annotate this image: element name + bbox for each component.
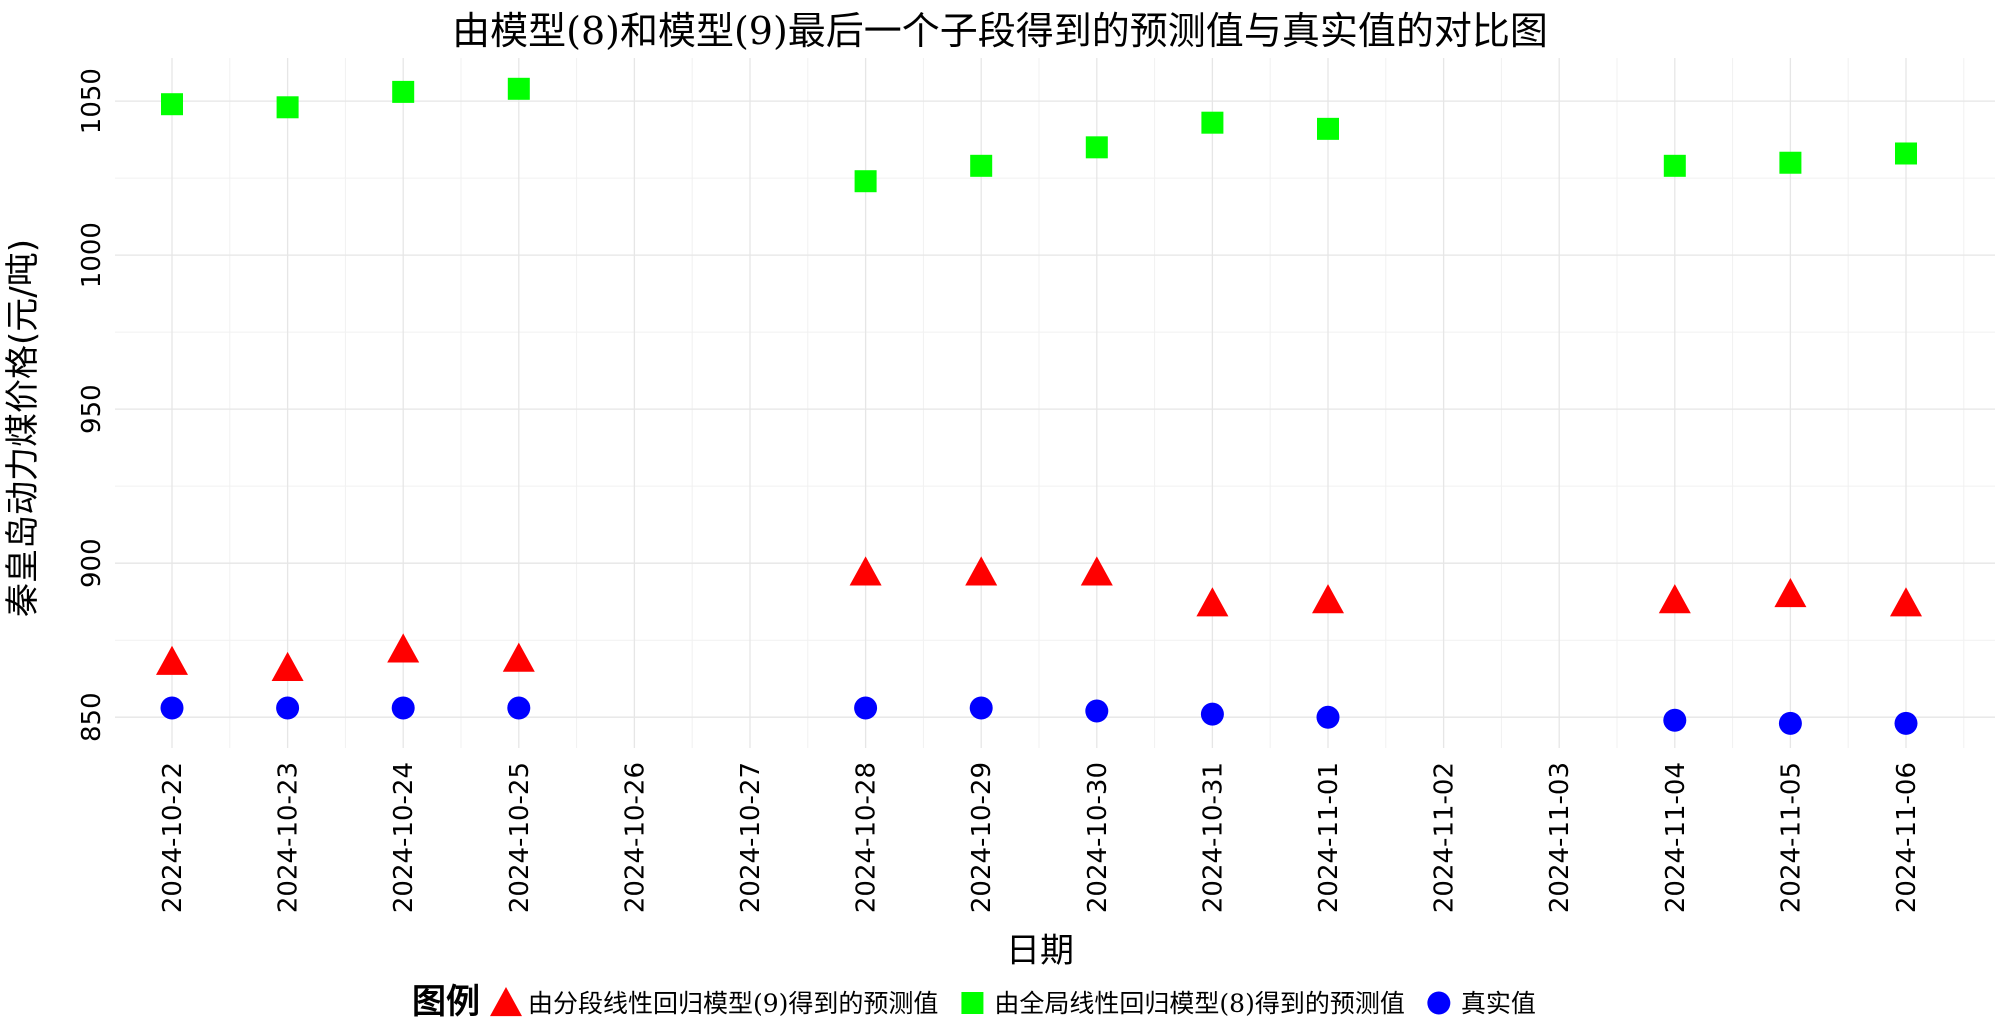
- legend-label: 由全局线性回归模型(8)得到的预测值: [994, 989, 1404, 1018]
- x-tick-label: 2024-11-01: [1314, 762, 1344, 913]
- data-point-square: [161, 93, 183, 116]
- legend: 图例 由分段线性回归模型(9)得到的预测值 由全局线性回归模型(8)得到的预测值 真…: [412, 982, 1536, 1022]
- legend-label: 真实值: [1461, 989, 1536, 1018]
- data-point-circle: [1316, 705, 1340, 729]
- data-point-square: [1085, 136, 1108, 159]
- y-axis-label: 秦皇岛动力煤价格(元/吨): [3, 239, 43, 617]
- y-tick-label: 900: [77, 538, 107, 588]
- data-point-triangle: [156, 645, 188, 675]
- data-point-square: [1663, 154, 1686, 177]
- x-tick-label: 2024-10-25: [505, 762, 535, 913]
- data-point-circle: [1663, 708, 1687, 732]
- data-point-square: [854, 170, 877, 193]
- x-axis-label: 日期: [1006, 931, 1074, 971]
- data-point-square: [507, 77, 530, 100]
- legend-title: 图例: [412, 982, 480, 1022]
- data-point-square: [970, 154, 993, 177]
- data-point-circle: [507, 696, 531, 720]
- data-point-circle: [1200, 702, 1224, 726]
- series-circle: [160, 696, 1918, 735]
- data-point-triangle: [1774, 577, 1807, 608]
- data-point-square: [276, 96, 299, 119]
- series-square: [161, 77, 1917, 193]
- y-tick-label: 950: [77, 384, 107, 434]
- x-tick-label: 2024-10-24: [389, 762, 419, 913]
- x-tick-label: 2024-10-28: [852, 762, 882, 913]
- y-tick-label: 1050: [77, 68, 107, 134]
- data-point-square: [392, 80, 415, 103]
- y-axis-ticks: 850 900 950 1000 1050: [77, 68, 107, 742]
- x-tick-label: 2024-10-27: [736, 762, 766, 913]
- data-point-circle: [969, 696, 993, 720]
- x-tick-label: 2024-10-22: [158, 762, 188, 913]
- x-tick-label: 2024-11-03: [1545, 762, 1575, 913]
- data-point-triangle: [849, 556, 882, 586]
- data-point-square: [1317, 117, 1339, 140]
- data-point-circle: [160, 696, 184, 720]
- x-tick-label: 2024-10-30: [1083, 762, 1113, 913]
- data-point-triangle: [502, 642, 535, 672]
- legend-label: 由分段线性回归模型(9)得到的预测值: [528, 989, 938, 1018]
- data-point-triangle: [1312, 584, 1344, 614]
- chart-title: 由模型(8)和模型(9)最后一个子段得到的预测值与真实值的对比图: [452, 9, 1548, 53]
- x-axis-ticks: 2024-10-22 2024-10-23 2024-10-24 2024-10-25…: [158, 762, 1922, 913]
- data-point-triangle: [1196, 587, 1229, 617]
- x-tick-label: 2024-11-04: [1661, 762, 1691, 913]
- x-tick-label: 2024-10-26: [620, 762, 650, 913]
- grid: [115, 58, 1995, 748]
- x-tick-label: 2024-10-29: [967, 762, 997, 913]
- data-point-triangle: [1658, 584, 1691, 614]
- data-point-circle: [276, 696, 300, 720]
- y-tick-label: 850: [77, 692, 107, 742]
- legend-items: 由分段线性回归模型(9)得到的预测值 由全局线性回归模型(8)得到的预测值 真实值: [490, 987, 1536, 1018]
- data-point-circle: [854, 696, 878, 720]
- data-point-circle: [391, 696, 415, 720]
- data-point-square: [1895, 142, 1917, 165]
- x-tick-label: 2024-11-02: [1430, 762, 1460, 913]
- data-points: [156, 77, 1922, 735]
- legend-marker-square: [961, 992, 984, 1014]
- data-point-triangle: [1890, 587, 1922, 617]
- series-triangle: [156, 556, 1922, 682]
- data-point-triangle: [387, 633, 420, 663]
- data-point-triangle: [965, 556, 998, 586]
- data-point-square: [1201, 111, 1224, 134]
- data-point-circle: [1778, 711, 1802, 735]
- data-point-square: [1779, 151, 1802, 174]
- x-tick-label: 2024-10-31: [1198, 762, 1228, 913]
- legend-marker-triangle: [490, 987, 522, 1017]
- data-point-circle: [1085, 699, 1109, 723]
- data-point-triangle: [1080, 556, 1113, 586]
- x-tick-label: 2024-11-06: [1892, 762, 1922, 913]
- data-point-circle: [1894, 711, 1918, 735]
- legend-marker-circle: [1427, 991, 1451, 1015]
- x-tick-label: 2024-10-23: [274, 762, 304, 913]
- x-tick-label: 2024-11-05: [1776, 762, 1806, 913]
- data-point-triangle: [271, 651, 304, 682]
- y-tick-label: 1000: [77, 222, 107, 288]
